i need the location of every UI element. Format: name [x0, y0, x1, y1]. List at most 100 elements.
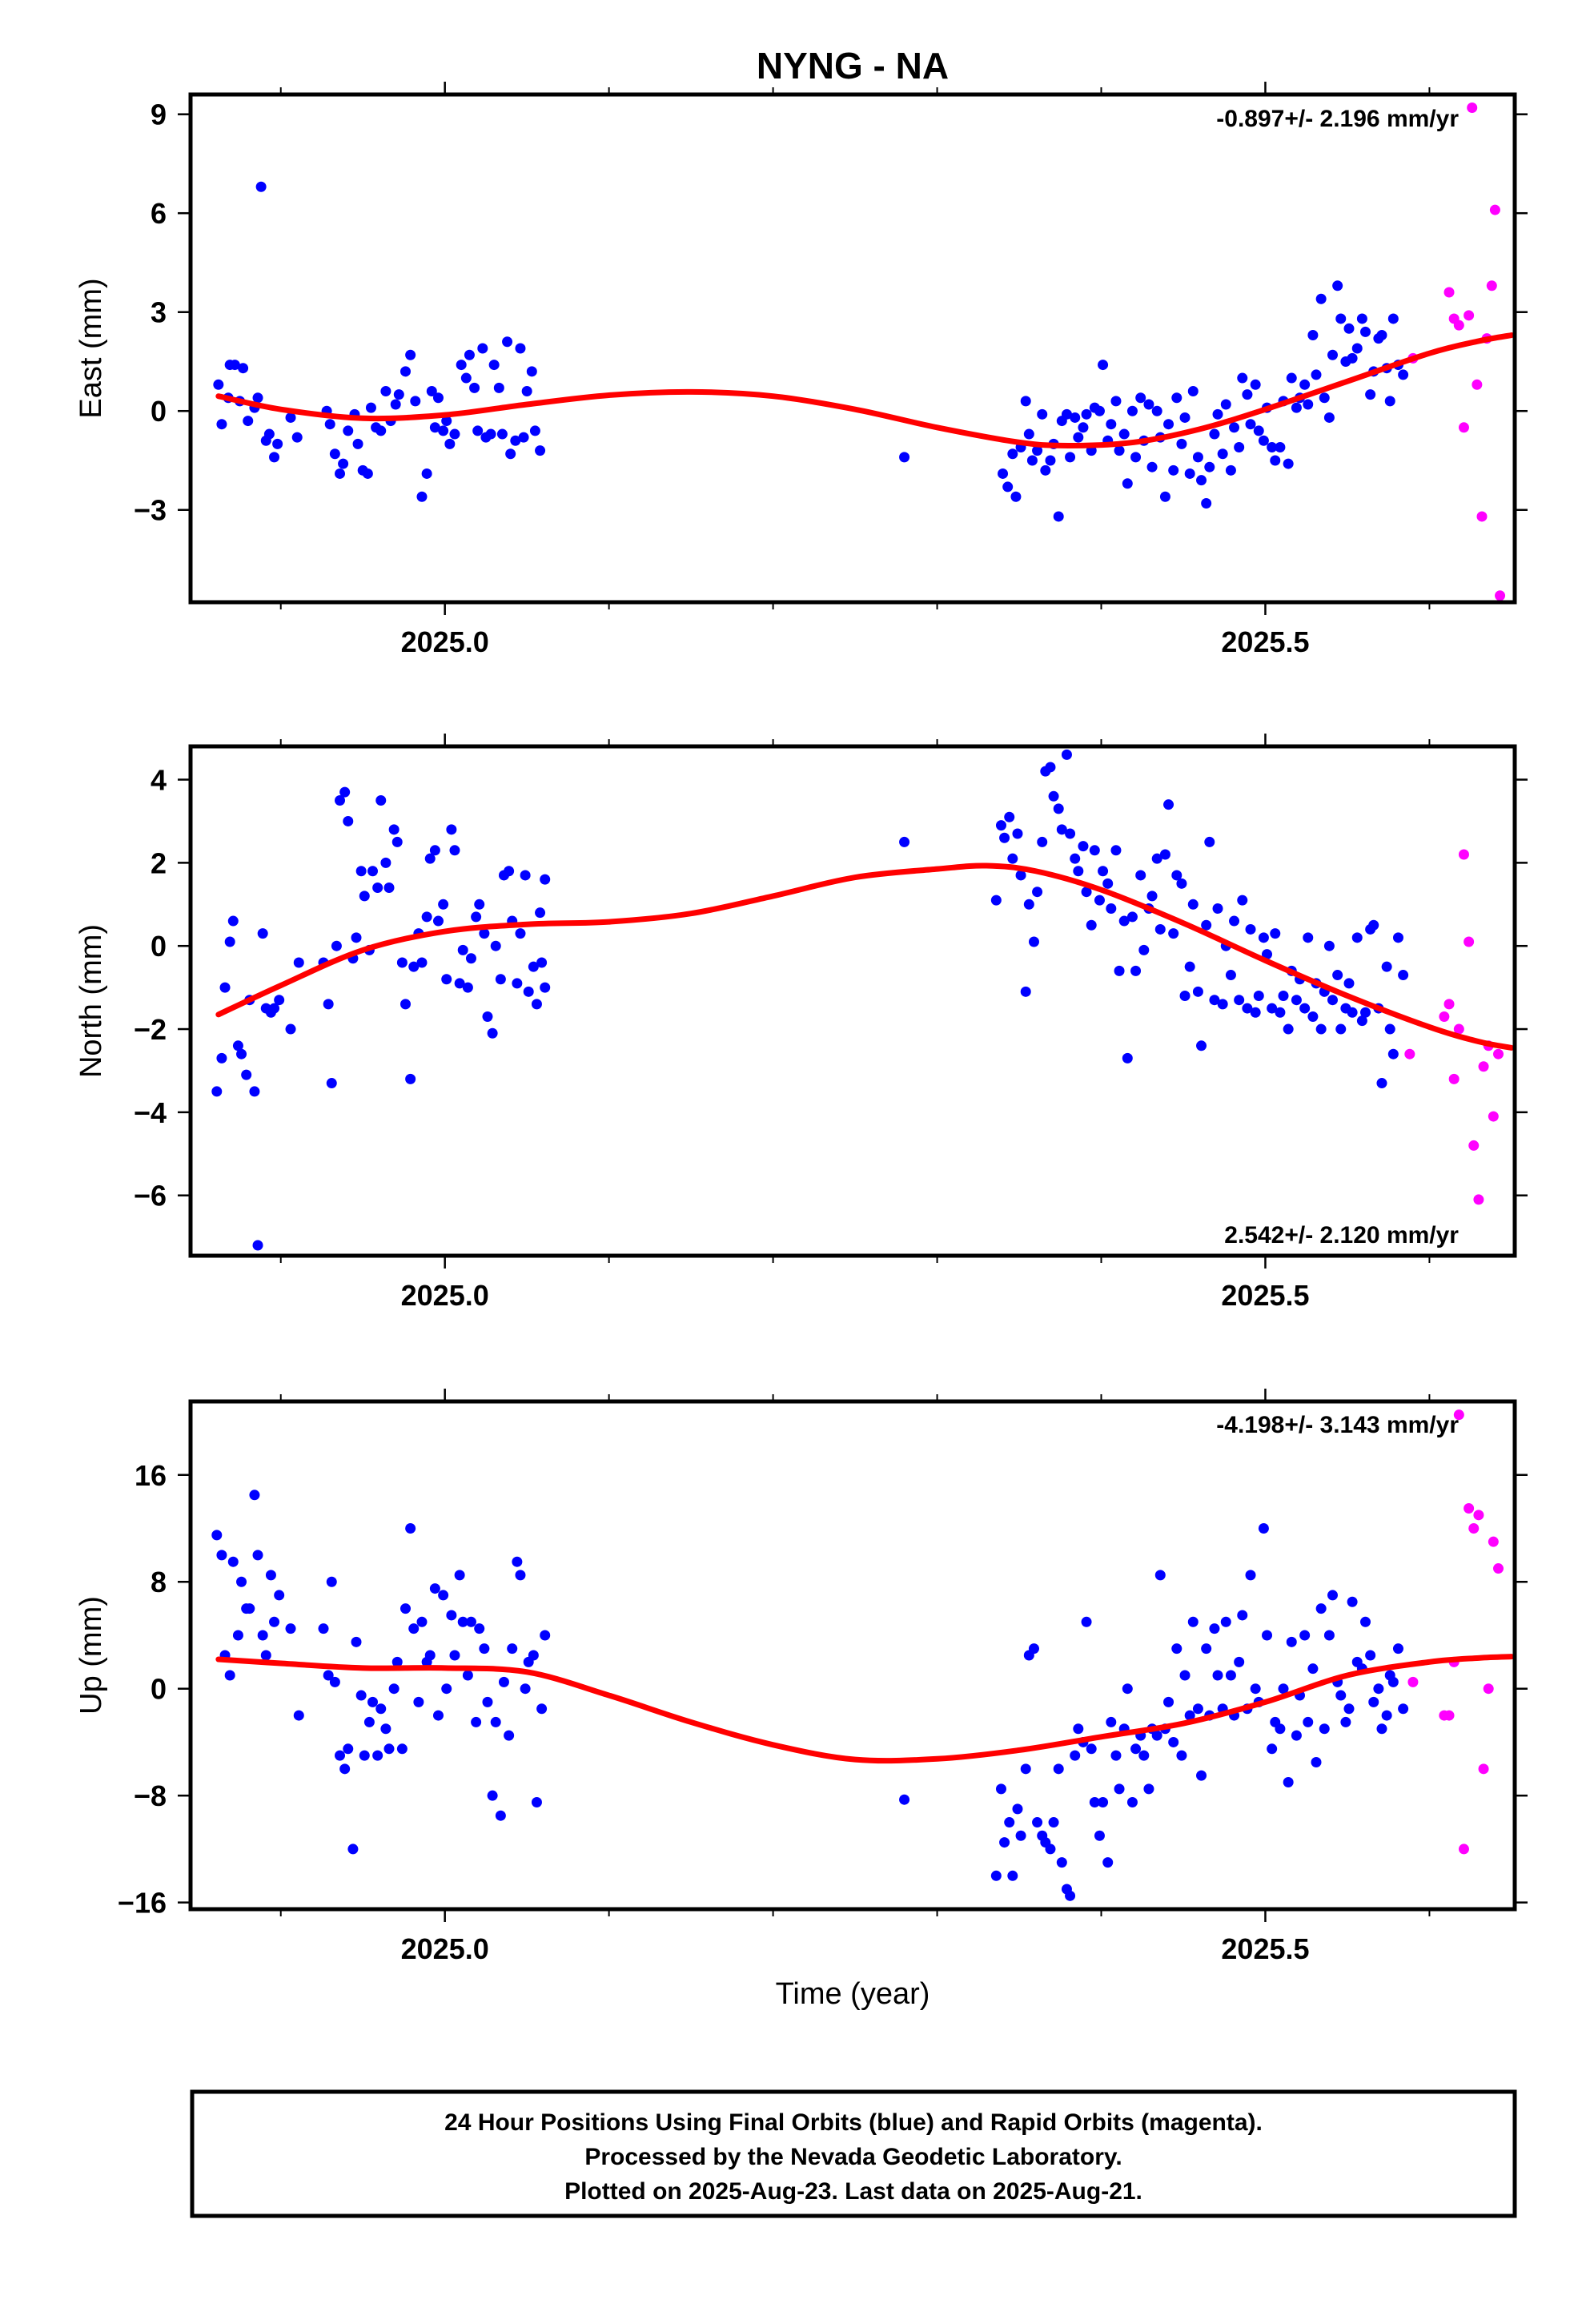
final-orbit-point [1032, 445, 1043, 456]
final-orbit-point [1065, 828, 1076, 839]
final-orbit-point [429, 845, 440, 856]
final-orbit-point [1023, 428, 1034, 440]
final-orbit-point [1106, 419, 1117, 430]
final-orbit-point [1340, 1716, 1351, 1727]
final-orbit-point [236, 1576, 247, 1587]
final-orbit-point [1381, 1710, 1392, 1721]
final-orbit-point [1179, 1670, 1191, 1681]
final-orbit-point [1110, 845, 1122, 856]
final-orbit-point [1159, 491, 1170, 502]
final-orbit-point [520, 870, 531, 881]
final-orbit-point [1081, 1616, 1092, 1627]
plot-frame [188, 744, 1517, 1258]
final-orbit-point [355, 866, 367, 877]
final-orbit-point [1332, 970, 1343, 981]
rapid-orbit-point [1453, 320, 1464, 331]
final-orbit-point [1398, 970, 1409, 981]
final-orbit-point [1275, 442, 1286, 453]
final-orbit-point [1020, 1763, 1031, 1775]
final-orbit-point [1004, 1817, 1015, 1828]
final-orbit-point [429, 1583, 440, 1594]
final-orbit-point [1143, 1783, 1154, 1795]
final-orbit-point [1184, 961, 1195, 972]
final-orbit-point [383, 883, 395, 894]
final-orbit-point [1291, 402, 1302, 413]
final-orbit-point [1048, 790, 1059, 802]
final-orbit-point [232, 1630, 243, 1641]
final-orbit-point [1184, 1710, 1195, 1721]
final-orbit-point [355, 1690, 367, 1701]
rapid-orbit-point [1495, 590, 1506, 601]
rapid-orbit-point [1468, 1523, 1480, 1534]
final-orbit-point [477, 343, 488, 354]
final-orbit-point [1196, 1040, 1207, 1051]
final-orbit-point [424, 853, 436, 864]
rapid-orbit-point [1473, 1194, 1484, 1205]
final-orbit-point [1234, 1656, 1245, 1667]
rapid-orbit-point [1443, 287, 1455, 298]
final-orbit-point [479, 928, 490, 939]
final-orbit-point [505, 448, 516, 460]
final-orbit-point [285, 1623, 296, 1634]
final-orbit-point [521, 386, 532, 397]
final-orbit-point [339, 1763, 351, 1775]
rapid-orbit-point [1483, 1683, 1494, 1695]
final-orbit-point [1094, 895, 1105, 906]
final-orbit-point [1392, 932, 1403, 943]
final-orbit-point [438, 899, 449, 910]
final-orbit-point [1201, 1643, 1212, 1655]
final-orbit-point [1237, 1610, 1248, 1621]
final-orbit-point [1176, 1750, 1187, 1761]
final-orbit-point [1365, 1650, 1376, 1661]
final-orbit-point [1007, 853, 1018, 864]
final-orbit-point [293, 957, 304, 968]
final-orbit-point [1163, 419, 1174, 430]
y-tick-label: 8 [151, 1566, 167, 1598]
rapid-orbit-point [1458, 422, 1469, 433]
final-orbit-point [1299, 1003, 1311, 1014]
final-orbit-point [495, 1810, 506, 1821]
final-orbit-point [265, 1570, 276, 1581]
final-orbit-point [899, 1794, 910, 1805]
rapid-orbit-point [1493, 1048, 1504, 1059]
final-orbit-point [1225, 464, 1236, 476]
final-orbit-point [408, 961, 420, 972]
final-orbit-point [1053, 803, 1064, 814]
rapid-orbit-point [1464, 936, 1475, 947]
final-orbit-point [1351, 343, 1363, 354]
final-orbit-point [1012, 828, 1023, 839]
final-orbit-point [243, 416, 254, 427]
final-orbit-point [1028, 1643, 1039, 1655]
final-orbit-point [1045, 1844, 1056, 1855]
final-orbit-point [528, 1650, 539, 1661]
final-orbit-point [1258, 435, 1269, 446]
final-orbit-point [391, 1656, 403, 1667]
velocity-rate-label: -0.897+/- 2.196 mm/yr [1216, 106, 1459, 132]
final-orbit-point [249, 1086, 260, 1097]
final-orbit-point [1332, 280, 1343, 292]
final-orbit-point [1262, 1630, 1273, 1641]
final-orbit-point [1335, 1690, 1347, 1701]
final-orbit-point [1201, 497, 1212, 509]
final-orbit-point [263, 428, 275, 440]
final-orbit-point [1376, 330, 1387, 341]
final-orbit-point [1234, 442, 1245, 453]
final-orbit-point [424, 1650, 436, 1661]
final-orbit-point [405, 1523, 416, 1534]
final-orbit-point [515, 1570, 526, 1581]
trend-fit-line [215, 332, 1515, 448]
final-orbit-point [520, 1683, 531, 1695]
final-orbit-point [446, 824, 457, 835]
final-orbit-point [1234, 995, 1245, 1006]
final-orbit-point [1012, 1803, 1023, 1815]
final-orbit-point [1015, 1830, 1026, 1841]
final-orbit-point [352, 438, 363, 449]
final-orbit-point [219, 982, 231, 993]
final-orbit-point [1209, 428, 1220, 440]
final-orbit-point [441, 416, 452, 427]
final-orbit-point [454, 978, 465, 989]
final-orbit-point [1319, 1723, 1330, 1735]
final-orbit-point [1192, 1703, 1203, 1715]
rapid-orbit-point [1453, 1409, 1464, 1421]
final-orbit-point [1392, 1643, 1403, 1655]
